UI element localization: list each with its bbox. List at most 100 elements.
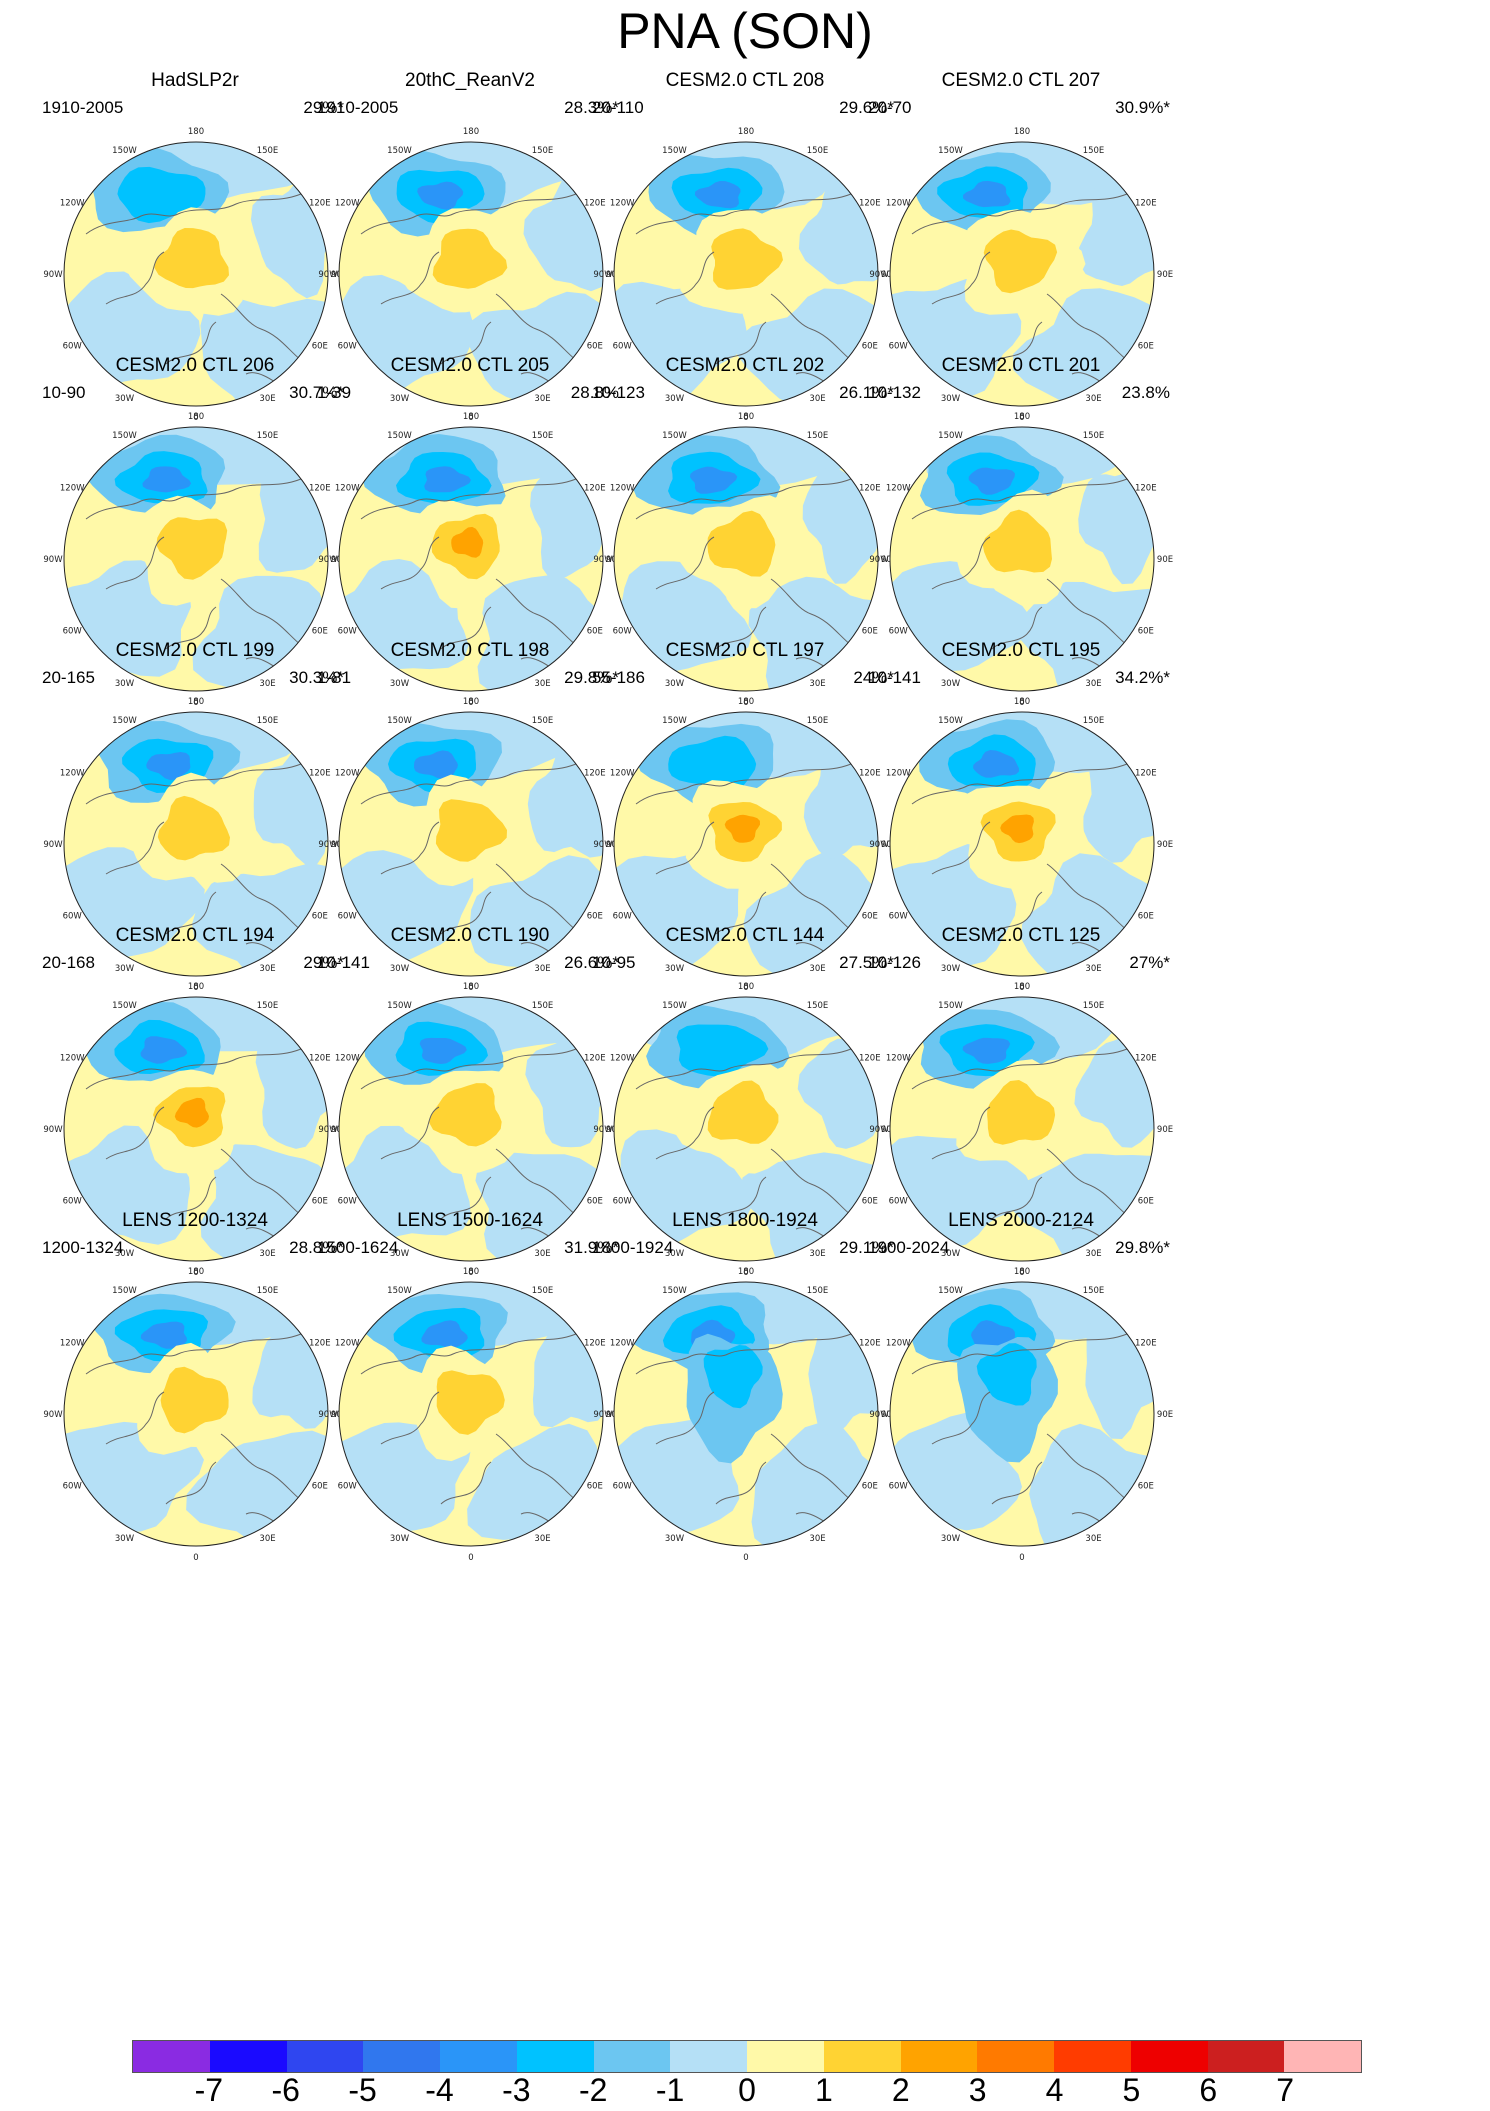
longitude-label: 30E (259, 1249, 275, 1259)
longitude-label: 120W (60, 199, 85, 209)
colorbar-swatches (132, 2040, 1362, 2073)
longitude-label: 120E (584, 1339, 606, 1349)
longitude-label: 150W (387, 431, 412, 441)
longitude-label: 150W (662, 1286, 687, 1296)
longitude-label: 90W (593, 270, 613, 280)
coastline (360, 478, 582, 672)
longitude-label: 90E (881, 270, 897, 280)
map-boundary (889, 711, 1155, 977)
longitude-label: 180 (738, 982, 754, 992)
longitude-label: 60W (63, 912, 83, 922)
coastline (85, 478, 307, 672)
aleutian-low-contour (694, 181, 741, 209)
longitude-label: 90W (43, 1125, 63, 1135)
panel-variance: 29.8%* (1115, 1238, 1170, 1257)
colorbar-tick-label: 2 (891, 2072, 910, 2108)
longitude-label: 120E (1135, 1054, 1157, 1064)
longitude-label: 150W (112, 146, 137, 156)
longitude-label: 90W (318, 840, 338, 850)
panel-years: 1910-2005 (317, 98, 399, 117)
longitude-label: 30W (390, 1534, 410, 1544)
longitude-label: 150W (938, 1286, 963, 1296)
panel-variance: 28.8%* (289, 1238, 344, 1257)
colorbar-tick-label: -6 (271, 2072, 300, 2108)
longitude-label: 30W (665, 1534, 685, 1544)
longitude-label: 30W (390, 964, 410, 974)
panel-variance: 24%* (853, 668, 894, 687)
colorbar-swatch (286, 2041, 364, 2072)
panel-variance: 29%* (303, 953, 344, 972)
map-panel: LENS 1500-1624 1500-1624 31.9%* 180 150E 120E… (285, 1210, 655, 1596)
longitude-label: 120W (335, 1339, 360, 1349)
longitude-label: 180 (1014, 982, 1030, 992)
longitude-label: 60E (1138, 1482, 1154, 1492)
longitude-label: 150W (387, 1001, 412, 1011)
longitude-label: 60W (613, 912, 633, 922)
longitude-label: 30E (809, 964, 825, 974)
aleutian-low-contour (414, 750, 458, 780)
map-field (890, 142, 1154, 406)
panel-title: LENS 1800-1924 (672, 1210, 818, 1231)
map-panel: CESM2.0 CTL 207 20-70 30.9%* 180 150E 120E 90E… (836, 70, 1206, 456)
map-panel: 20thC_ReanV2 1910-2005 28.3%* 180 150E 120E 90… (285, 70, 655, 456)
longitude-label: 150E (1083, 1001, 1105, 1011)
longitude-label: 60W (613, 1197, 633, 1207)
arctic-high-contour (174, 1097, 209, 1128)
field-negative-region (1029, 1423, 1154, 1546)
longitude-label: 60W (63, 1482, 83, 1492)
map-panel: CESM2.0 CTL 195 10-141 34.2%* 180 150E 120E 90… (836, 640, 1206, 1026)
colorbar-swatch (747, 2041, 824, 2072)
colorbar-swatch (1207, 2041, 1285, 2072)
longitude-label: 90E (1157, 1125, 1173, 1135)
longitude-label: 30W (665, 1249, 685, 1259)
map-boundary (63, 711, 329, 977)
longitude-label: 30E (809, 1249, 825, 1259)
longitude-label: 60E (1138, 342, 1154, 352)
longitude-label: 150W (938, 431, 963, 441)
coastline (635, 193, 857, 387)
longitude-label: 0 (1019, 1553, 1024, 1563)
longitude-label: 150E (257, 716, 279, 726)
longitude-label: 90W (593, 1125, 613, 1135)
panel-years: 10-132 (868, 383, 921, 402)
longitude-label: 90E (1157, 555, 1173, 565)
map-panel: CESM2.0 CTL 125 10-126 27%* 180 150E 120E 90E 6… (836, 925, 1206, 1311)
panel-title: CESM2.0 CTL 190 (390, 925, 550, 946)
coastline (360, 193, 582, 387)
arctic-high-contour (154, 228, 229, 289)
longitude-label: 0 (193, 983, 198, 993)
map-field (339, 427, 603, 691)
longitude-label: 90W (869, 840, 889, 850)
aleutian-low-contour (963, 180, 1011, 208)
longitude-label: 60W (338, 1197, 358, 1207)
longitude-label: 60E (862, 342, 878, 352)
longitude-label: 30E (534, 1534, 550, 1544)
map-boundary (63, 996, 329, 1262)
colorbar-tick-label: 1 (814, 2072, 833, 2108)
longitude-label: 90W (593, 555, 613, 565)
aleutian-low-contour (417, 181, 464, 210)
panel-years: 1800-1924 (592, 1238, 674, 1257)
longitude-label: 90W (318, 1125, 338, 1135)
longitude-label: 180 (1014, 1267, 1030, 1277)
longitude-label: 90E (881, 1125, 897, 1135)
colorbar-tick-label: -1 (655, 2072, 685, 2108)
panel-years: 10-90 (42, 383, 86, 402)
longitude-label: 120E (1135, 484, 1157, 494)
longitude-label: 30W (115, 394, 135, 404)
colorbar-tick-label: 5 (1122, 2072, 1141, 2108)
panel-variance: 26.6%* (564, 953, 619, 972)
longitude-label: 150W (938, 716, 963, 726)
map-field (339, 712, 603, 976)
longitude-label: 0 (193, 1268, 198, 1278)
aleutian-low-contour (973, 750, 1019, 778)
arctic-high-contour (707, 1080, 779, 1144)
longitude-label: 60W (338, 342, 358, 352)
panel-years: 20-110 (592, 98, 644, 117)
coastline (360, 763, 582, 957)
panel-years: 1900-2024 (868, 1238, 950, 1257)
